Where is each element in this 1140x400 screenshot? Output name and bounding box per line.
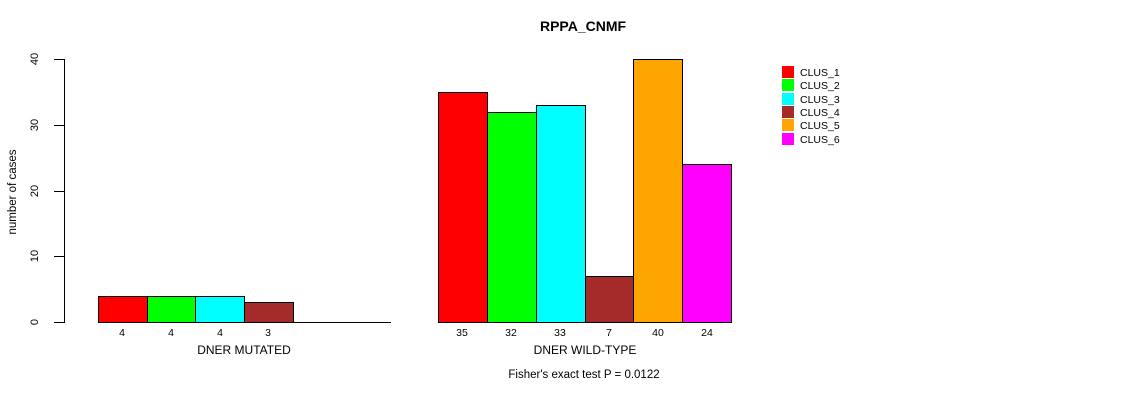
- x-group-label-dner-wild-type: DNER WILD-TYPE: [533, 343, 637, 357]
- legend-color-swatch-clus-6: [782, 133, 794, 145]
- legend-item-label: CLUS_6: [800, 133, 840, 146]
- legend-color-swatch-clus-1: [782, 66, 794, 78]
- legend-item-label: CLUS_5: [800, 119, 840, 132]
- bar-dner-mutated-clus-1: [98, 296, 148, 323]
- x-group-label-dner-mutated: DNER MUTATED: [197, 343, 291, 357]
- y-axis-tick-label: 30: [29, 118, 41, 132]
- legend-color-swatch-clus-3: [782, 93, 794, 105]
- y-axis-tick-label: 20: [29, 184, 41, 198]
- chart-title: RPPA_CNMF: [539, 18, 627, 34]
- legend-item-label: CLUS_3: [800, 93, 840, 106]
- y-axis-label: number of cases: [7, 149, 19, 235]
- bar-value-label: 4: [119, 327, 125, 339]
- bar-value-label: 32: [505, 327, 517, 339]
- y-axis-tick: [54, 256, 64, 257]
- legend-item-label: CLUS_4: [800, 106, 840, 119]
- bar-value-label: 35: [456, 327, 468, 339]
- legend-color-swatch-clus-5: [782, 119, 794, 131]
- bar-value-label: 3: [265, 327, 271, 339]
- x-axis-baseline-dner-mutated: [98, 322, 391, 323]
- legend-item-clus-2: CLUS_2: [782, 79, 872, 92]
- legend-item-clus-4: CLUS_4: [782, 106, 872, 119]
- bar-value-label: 4: [168, 327, 174, 339]
- legend-item-clus-5: CLUS_5: [782, 119, 872, 132]
- legend-item-clus-6: CLUS_6: [782, 133, 872, 146]
- legend-color-swatch-clus-4: [782, 106, 794, 118]
- bar-value-label: 4: [217, 327, 223, 339]
- y-axis-line: [64, 59, 65, 323]
- bar-dner-wild-type-clus-4: [585, 276, 634, 323]
- bar-dner-wild-type-clus-2: [487, 112, 537, 323]
- y-axis-tick-label: 40: [29, 52, 41, 66]
- bar-value-label: 7: [606, 327, 612, 339]
- bar-value-label: 24: [701, 327, 713, 339]
- y-axis-tick-label: 0: [29, 318, 41, 326]
- bar-dner-wild-type-clus-1: [438, 92, 488, 323]
- y-axis-tick: [54, 59, 64, 60]
- fisher-test-note: Fisher's exact test P = 0.0122: [508, 369, 660, 381]
- legend-item-label: CLUS_1: [800, 66, 840, 79]
- y-axis-tick-label: 10: [29, 249, 41, 263]
- legend-item-clus-1: CLUS_1: [782, 66, 872, 79]
- bar-dner-mutated-clus-3: [195, 296, 245, 323]
- legend-item-clus-3: CLUS_3: [782, 93, 872, 106]
- legend-color-swatch-clus-2: [782, 79, 794, 91]
- bar-dner-mutated-clus-2: [147, 296, 196, 323]
- bar-dner-wild-type-clus-3: [536, 105, 586, 323]
- legend: CLUS_1 CLUS_2 CLUS_3 CLUS_4 CLUS_5 CLUS_6: [782, 66, 872, 158]
- y-axis-tick: [54, 191, 64, 192]
- x-axis-baseline-dner-wild-type: [438, 322, 732, 323]
- bar-dner-wild-type-clus-6: [682, 164, 732, 323]
- bar-dner-wild-type-clus-5: [633, 59, 683, 323]
- bar-value-label: 33: [554, 327, 566, 339]
- y-axis-tick: [54, 322, 64, 323]
- bar-dner-mutated-clus-4: [244, 302, 294, 323]
- y-axis-tick: [54, 125, 64, 126]
- legend-item-label: CLUS_2: [800, 79, 840, 92]
- bar-value-label: 40: [652, 327, 664, 339]
